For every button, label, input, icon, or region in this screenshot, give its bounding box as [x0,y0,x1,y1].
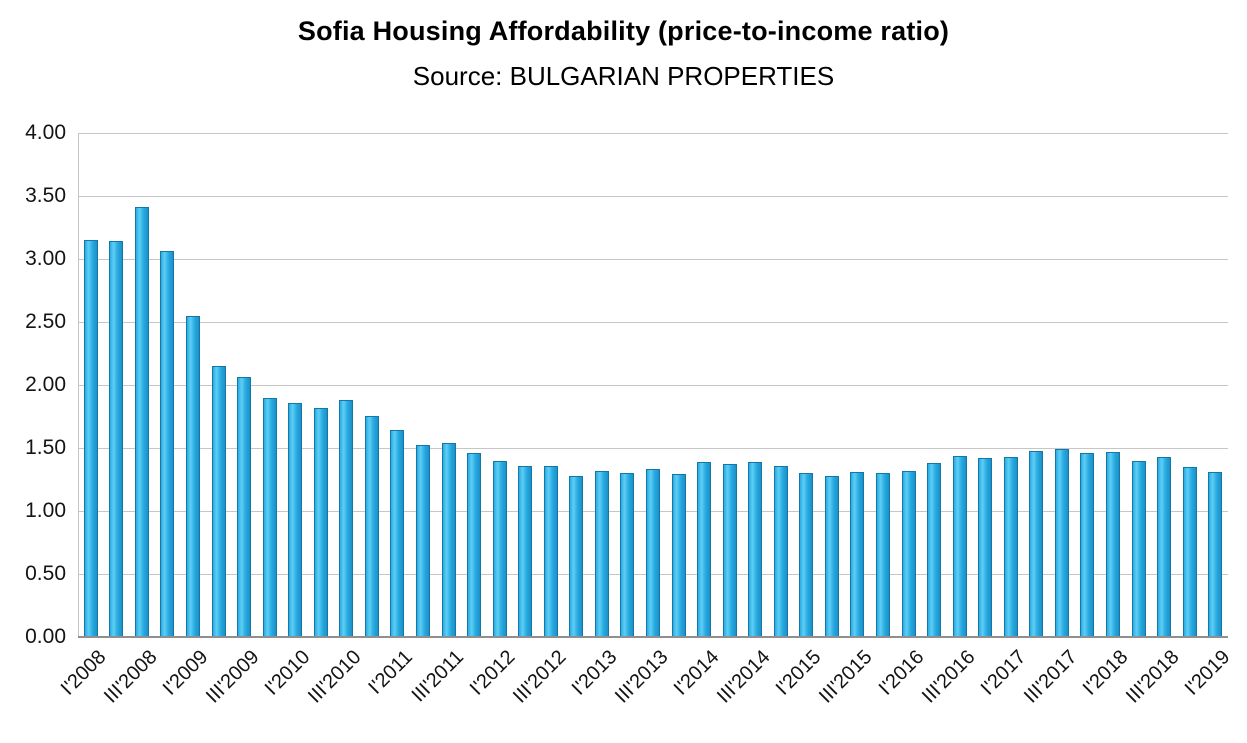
bar [262,398,277,637]
bar [109,241,124,637]
x-axis-tick-label: III'2008 [99,646,162,708]
bar [594,471,609,637]
bar [364,416,379,637]
gridline [78,258,1228,260]
y-axis-tick-label: 3.00 [25,247,66,270]
x-axis-tick-label: I'2019 [1181,646,1235,700]
bar [1003,457,1018,637]
y-axis-tick-label: 3.50 [25,184,66,207]
bar [492,461,507,637]
bar [1106,452,1120,637]
bar [671,474,686,637]
bar [824,476,839,637]
gridline [78,195,1228,197]
y-axis-tick-label: 2.00 [25,373,66,396]
y-axis-tick-label: 0.00 [25,625,66,648]
bar [620,473,635,637]
y-axis-tick-label: 4.00 [25,121,66,144]
gridline [78,321,1228,323]
bar [543,466,558,637]
y-axis-tick-label: 2.50 [25,310,66,333]
bar [978,458,993,637]
x-axis-tick-label: III'2009 [202,646,264,708]
y-axis-tick-label: 1.50 [25,436,66,459]
bar [1029,451,1044,637]
bar [1131,461,1146,637]
bar [288,403,303,637]
x-axis-tick-label: III'2018 [1122,646,1184,708]
bar [313,408,328,637]
bar [697,462,712,637]
bar [850,472,865,637]
bar [646,469,660,637]
bar [211,366,226,637]
bar [1208,472,1223,637]
x-axis-tick-label: III'2015 [815,646,878,708]
bar [1182,467,1197,637]
bar [748,462,763,637]
chart-title: Sofia Housing Affordability (price-to-in… [297,16,950,46]
bar [416,445,430,637]
bar [1157,457,1172,637]
bar [83,240,98,637]
bar [799,473,814,637]
x-axis-tick-label: III'2010 [304,646,366,708]
bar [237,377,252,637]
bar [1054,449,1069,637]
bar [927,463,942,637]
x-axis-tick-label: III'2017 [1019,646,1082,708]
bar [1080,453,1095,637]
gridline [78,384,1228,386]
gridline [78,447,1228,449]
bar [467,453,482,637]
bar [952,456,967,637]
bar [390,430,405,637]
bar [569,476,584,637]
bar [160,251,175,637]
x-axis-tick-label: III'2012 [508,646,571,708]
bar [901,471,916,637]
bar [186,316,200,637]
bar [773,466,788,637]
bar [339,400,354,637]
x-axis-tick-label: III'2011 [407,646,469,707]
x-axis-line [78,636,1228,638]
y-axis-line [78,133,79,637]
bar [722,464,737,637]
bar [134,207,149,637]
y-axis-tick-label: 0.50 [25,562,66,585]
gridline [78,132,1228,134]
bar [518,466,533,637]
chart-subtitle: Source: BULGARIAN PROPERTIES [412,61,835,91]
x-axis-tick-label: III'2016 [917,646,980,708]
y-axis-tick-label: 1.00 [25,499,66,522]
x-axis-tick-label: III'2013 [611,646,673,708]
bar [441,443,456,637]
x-axis-tick-label: III'2014 [713,646,775,708]
bar [876,473,890,637]
